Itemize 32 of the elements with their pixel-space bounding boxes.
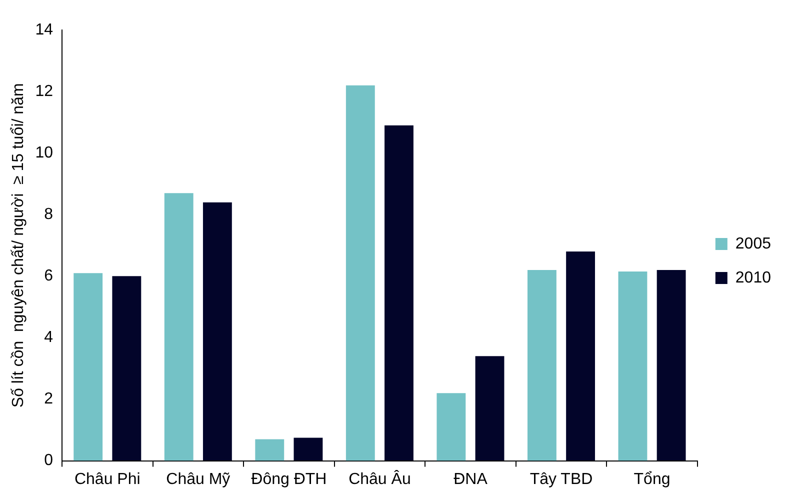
bar [618, 272, 648, 461]
bar [475, 356, 504, 461]
y-tick-label: 12 [35, 82, 54, 100]
x-tick-label: Châu Âu [348, 470, 411, 488]
bar [384, 125, 414, 461]
bar [74, 273, 103, 461]
bar [527, 270, 556, 461]
y-tick-label: 0 [44, 452, 54, 470]
y-tick-label: 6 [44, 268, 54, 285]
x-tick-label: Tây TBD [530, 470, 593, 488]
x-tick-label: Châu Phi [74, 470, 140, 488]
bar [436, 393, 466, 461]
y-tick-label: 8 [44, 206, 54, 224]
bar [294, 438, 323, 461]
legend-label: 2005 [735, 235, 772, 252]
bar [202, 202, 232, 461]
x-tick-label: Tổng [634, 470, 670, 488]
bar [255, 439, 284, 461]
y-tick-label: 2 [44, 390, 54, 408]
y-axis-title: Số lít cồn nguyên chất/ người ≥ 15 tuổi/ năm [10, 83, 28, 408]
y-tick-label: 4 [44, 329, 54, 346]
x-tick-label: Châu Mỹ [166, 470, 230, 488]
bar [346, 85, 375, 461]
bar [656, 270, 686, 461]
bar [164, 193, 194, 461]
bar [566, 252, 596, 461]
legend-label: 2010 [735, 269, 772, 286]
y-tick-label: 14 [35, 21, 54, 38]
x-tick-label: Đông ĐTH [251, 470, 327, 488]
bar [112, 276, 142, 461]
y-tick-label: 10 [35, 144, 54, 162]
x-tick-label: ĐNA [454, 470, 488, 488]
